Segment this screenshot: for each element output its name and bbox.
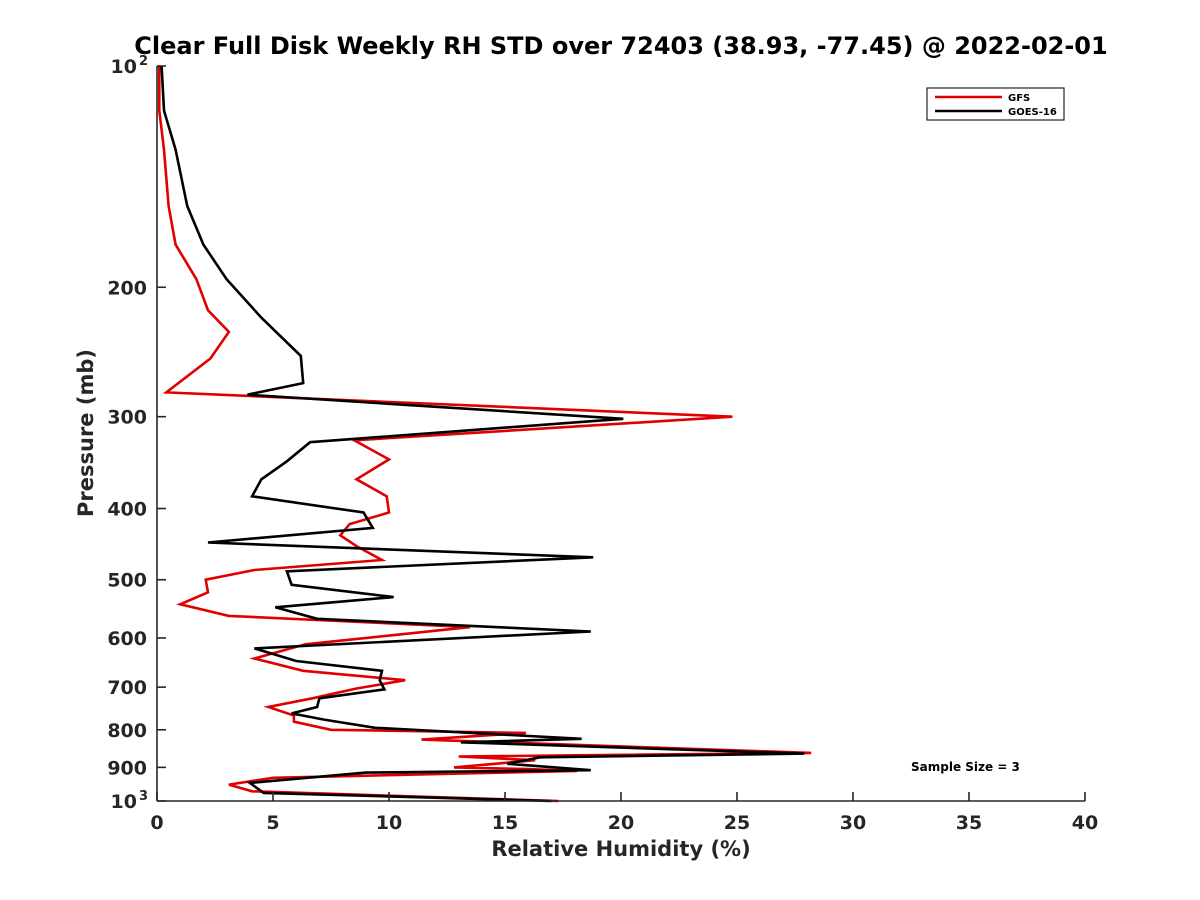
y-tick-label: 500 bbox=[107, 570, 147, 592]
series-layer bbox=[158, 65, 812, 803]
x-tick-label: 5 bbox=[266, 812, 279, 834]
y-tick-label: 10 bbox=[111, 56, 137, 78]
x-tick-label: 30 bbox=[840, 812, 866, 834]
chart-title: Clear Full Disk Weekly RH STD over 72403… bbox=[134, 32, 1107, 60]
y-tick-label: 800 bbox=[107, 720, 147, 742]
y-axis-label: Pressure (mb) bbox=[74, 349, 98, 517]
x-ticks: 0 5 10 15 20 25 30 35 40 bbox=[150, 792, 1098, 834]
sample-size-annotation: Sample Size = 3 bbox=[911, 760, 1020, 774]
x-tick-label: 35 bbox=[956, 812, 982, 834]
x-tick-label: 25 bbox=[724, 812, 750, 834]
y-tick-label: 400 bbox=[107, 499, 147, 521]
y-tick-exponent: 3 bbox=[139, 789, 148, 804]
x-tick-label: 0 bbox=[150, 812, 163, 834]
x-tick-label: 40 bbox=[1072, 812, 1098, 834]
y-tick-label: 10 bbox=[111, 791, 137, 813]
x-tick-label: 20 bbox=[608, 812, 634, 834]
x-axis-label: Relative Humidity (%) bbox=[491, 837, 750, 861]
legend-box bbox=[926, 87, 1065, 121]
x-tick-label: 15 bbox=[492, 812, 518, 834]
y-tick-exponent: 2 bbox=[139, 54, 148, 69]
y-tick-label: 900 bbox=[107, 757, 147, 779]
x-tick-label: 10 bbox=[376, 812, 402, 834]
legend-label-gfs: GFS bbox=[1008, 93, 1030, 104]
y-tick-label: 200 bbox=[107, 277, 147, 299]
y-tick-label: 600 bbox=[107, 628, 147, 650]
series-line-1 bbox=[160, 65, 805, 803]
y-tick-label: 300 bbox=[107, 407, 147, 429]
series-line-0 bbox=[158, 66, 812, 803]
legend: GFS GOES-16 bbox=[926, 87, 1065, 121]
legend-label-goes16: GOES-16 bbox=[1008, 107, 1057, 118]
y-tick-label: 700 bbox=[107, 677, 147, 699]
